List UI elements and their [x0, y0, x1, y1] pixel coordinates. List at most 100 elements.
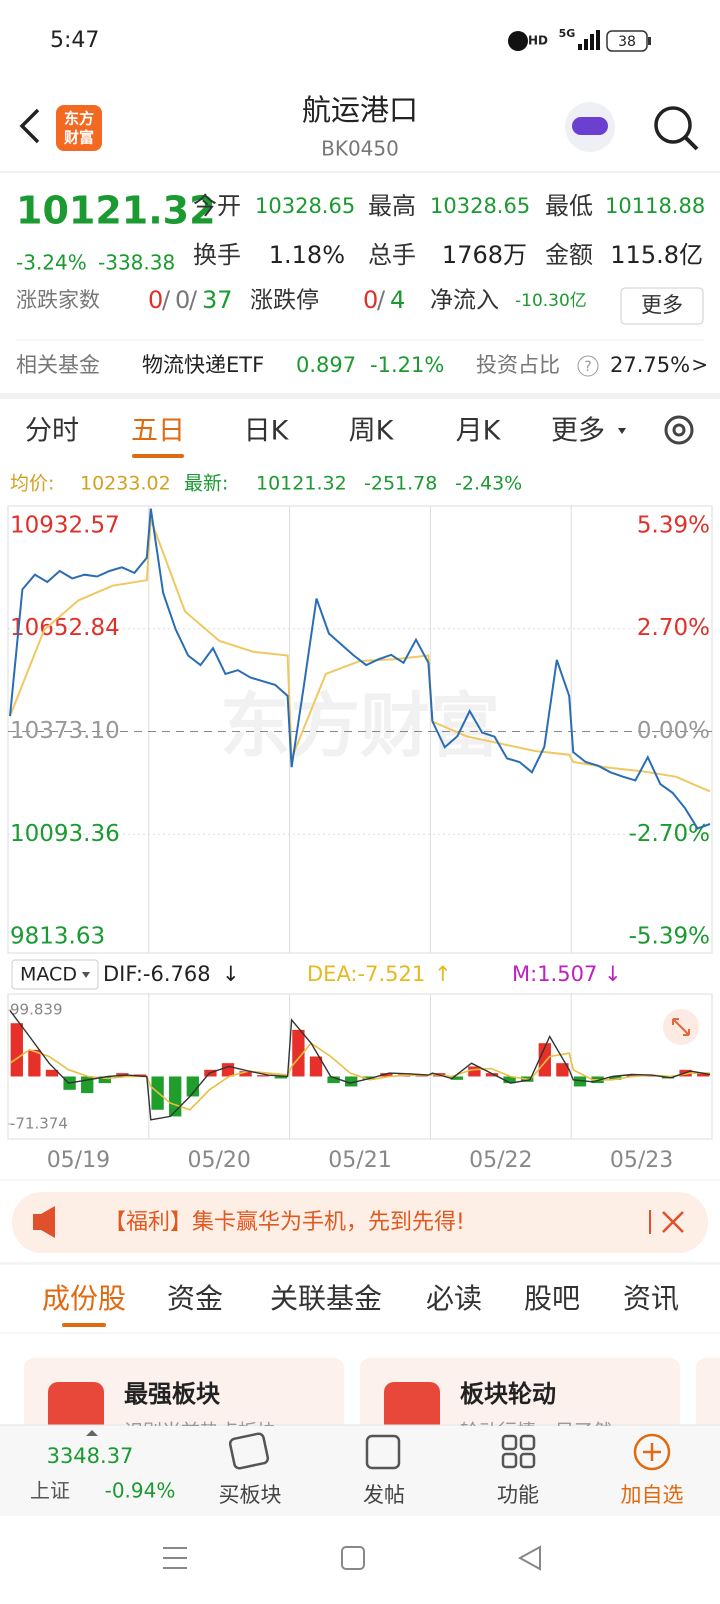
last-value: 10121.32	[256, 473, 347, 495]
dea-arrow: ↑	[434, 962, 452, 986]
field-label: 最低	[545, 192, 593, 220]
macd-bar	[468, 1066, 481, 1077]
more-button[interactable]	[620, 287, 704, 325]
bottom-action[interactable]: 买板块	[219, 1483, 282, 1507]
section-tab[interactable]: 必读	[426, 1282, 482, 1315]
macd-select[interactable]	[11, 959, 99, 990]
field-label: 最高	[368, 192, 416, 220]
search-handle	[683, 135, 699, 151]
y2-tick-label: 0.00%	[637, 718, 710, 744]
x-tick-label: 05/19	[47, 1148, 110, 1173]
logo[interactable]	[56, 105, 102, 151]
expand-arrow[interactable]	[86, 1430, 98, 1436]
home-key[interactable]	[341, 1546, 365, 1570]
function-icon[interactable]	[501, 1434, 536, 1469]
close-banner[interactable]	[662, 1211, 684, 1233]
post-icon[interactable]	[365, 1434, 401, 1470]
avg-value: 10233.02	[80, 473, 171, 495]
dea-value: DEA:-7.521	[307, 962, 425, 986]
period-tab[interactable]: 更多	[551, 416, 605, 447]
add-watch-icon[interactable]	[633, 1433, 671, 1471]
macd-bar	[98, 1076, 111, 1084]
banner-text[interactable]: 【福利】集卡赢华为手机，先到先得!	[104, 1210, 465, 1235]
macd-bar	[345, 1076, 358, 1087]
field-value: 10118.88	[605, 194, 705, 218]
section-tab[interactable]: 资讯	[623, 1282, 679, 1315]
macd-bar	[45, 1069, 59, 1077]
macd-bar	[697, 1073, 710, 1077]
back-button[interactable]	[19, 108, 40, 144]
macd-bar	[257, 1075, 270, 1077]
macd-bar	[556, 1063, 569, 1077]
macd-bar	[538, 1043, 551, 1077]
index-value: 3348.37	[47, 1444, 134, 1468]
macd-tick-label: 99.839	[10, 1001, 63, 1019]
bottom-action[interactable]: 发帖	[363, 1483, 405, 1507]
last-change: -251.78	[364, 473, 437, 495]
watermark: 东方财富	[220, 685, 500, 767]
dropdown-arrow[interactable]	[618, 428, 626, 434]
x-tick-label: 05/21	[328, 1148, 391, 1173]
section-tab[interactable]: 成份股	[42, 1282, 126, 1315]
search-button[interactable]	[654, 106, 692, 144]
card-title[interactable]: 最强板块	[124, 1380, 220, 1408]
period-tab[interactable]: 五日	[131, 416, 185, 447]
dif-arrow: ↓	[222, 962, 240, 986]
m-value: M:1.507	[512, 962, 597, 986]
field-value: 10328.65	[255, 194, 355, 218]
help-icon[interactable]	[577, 355, 599, 377]
macd-bar	[380, 1073, 393, 1077]
section-tab[interactable]: 关联基金	[270, 1282, 382, 1315]
breadth-count: 0	[175, 286, 190, 314]
network: 5G	[559, 27, 576, 40]
megaphone-icon	[33, 1206, 55, 1238]
macd-bar	[292, 1029, 305, 1077]
field-label: 换手	[193, 241, 241, 269]
macd-bar	[573, 1076, 587, 1087]
y-tick-label: 10093.36	[10, 821, 120, 847]
breadth-count: /	[162, 286, 171, 314]
card-title[interactable]: 板块轮动	[460, 1380, 556, 1408]
period-tab[interactable]: 月K	[456, 416, 502, 447]
section-tab[interactable]: 资金	[167, 1282, 223, 1315]
field-value: 1.18%	[269, 241, 345, 269]
macd-bar	[274, 1076, 287, 1079]
macd-label[interactable]: MACD	[20, 964, 77, 986]
change: -338.38	[98, 251, 175, 275]
back-key[interactable]	[517, 1545, 541, 1571]
field-label: 总手	[368, 241, 416, 269]
macd-bar	[186, 1076, 199, 1097]
section-tab[interactable]: 股吧	[524, 1282, 580, 1315]
battery-tip	[648, 37, 651, 45]
period-tab[interactable]: 分时	[25, 416, 79, 447]
period-tab[interactable]: 日K	[244, 416, 290, 447]
change-pct: -3.24%	[16, 251, 87, 275]
bottom-action[interactable]: 功能	[497, 1483, 539, 1507]
ratio-label: 投资占比	[476, 353, 560, 377]
avatar-visor	[572, 117, 608, 135]
period-tab[interactable]: 周K	[349, 416, 395, 447]
dropdown-arrow[interactable]	[82, 972, 90, 978]
bottom-action[interactable]: 加自选	[621, 1483, 684, 1507]
macd-bar	[609, 1076, 622, 1080]
dif-value: DIF:-6.768	[103, 962, 211, 986]
settings-button[interactable]	[664, 415, 694, 445]
page-title: 航运港口	[302, 93, 418, 127]
y2-tick-label: -5.39%	[629, 924, 710, 950]
buy-icon[interactable]	[228, 1432, 270, 1470]
hd-badge: HD	[528, 34, 548, 48]
bottom-bar-cover	[0, 1426, 720, 1516]
limit-label: 涨跌停	[250, 288, 319, 314]
fund-name[interactable]: 物流快递ETF	[142, 353, 264, 377]
banner[interactable]	[12, 1192, 708, 1253]
menu-key[interactable]	[163, 1547, 187, 1569]
help: ?	[584, 359, 591, 375]
more-button-label[interactable]: 更多	[641, 293, 683, 317]
breadth-count: 0	[148, 286, 163, 314]
logo-text: 东方	[64, 110, 94, 128]
tab-underline	[62, 1323, 106, 1327]
dif-line	[9, 1010, 711, 1121]
y2-tick-label: -2.70%	[629, 821, 710, 847]
fund-label: 相关基金	[16, 353, 100, 377]
